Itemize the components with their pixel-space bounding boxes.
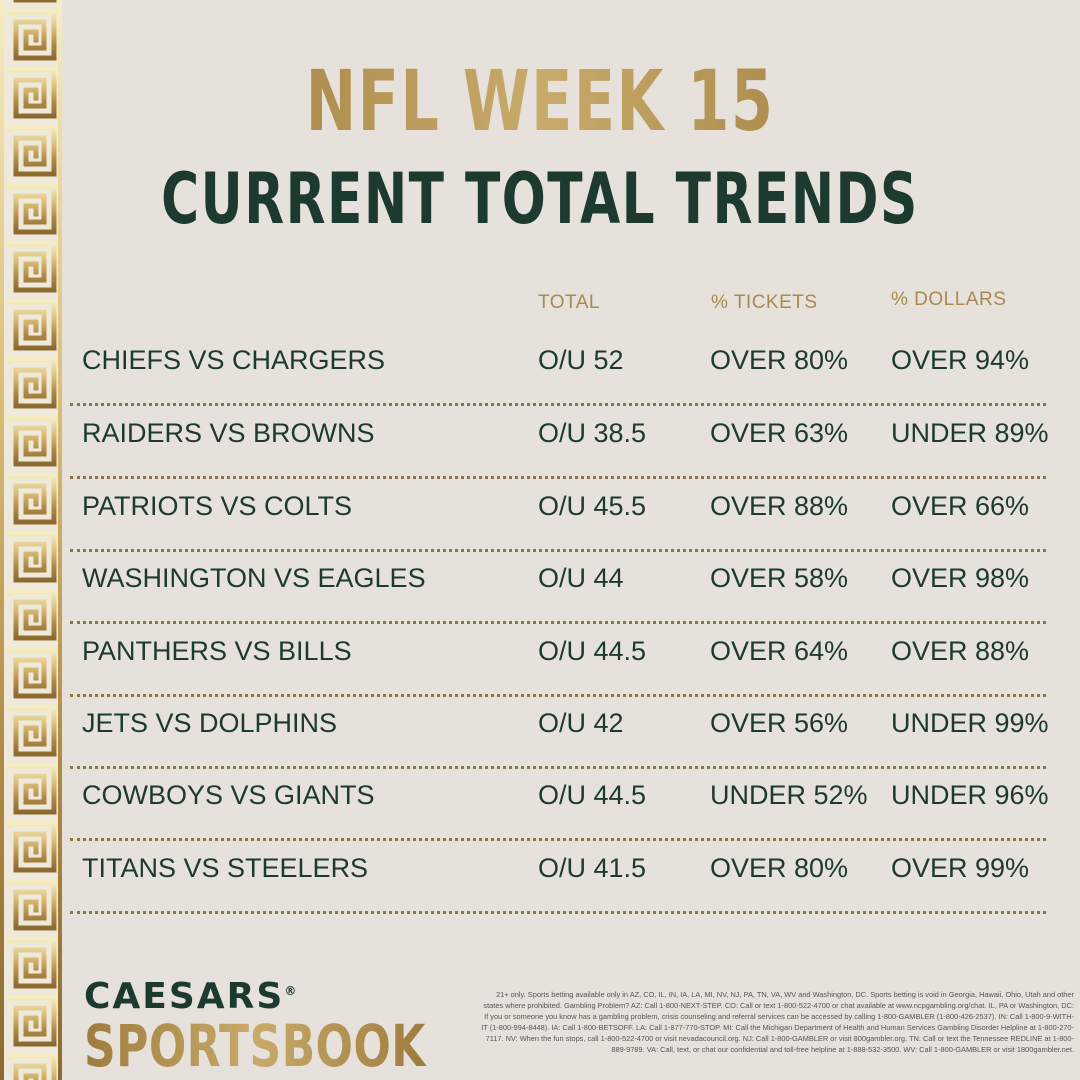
tickets-value: OVER 58% bbox=[710, 563, 849, 593]
matchup-label: CHIEFS VS CHARGERS bbox=[82, 345, 386, 375]
table-row: TITANS VS STEELERS O/U 41.5 OVER 80% OVE… bbox=[70, 841, 1046, 914]
tickets-value: OVER 88% bbox=[710, 491, 849, 521]
total-value: O/U 44.5 bbox=[538, 636, 647, 666]
matchup-label: JETS VS DOLPHINS bbox=[82, 708, 338, 738]
matchup-label: PATRIOTS VS COLTS bbox=[82, 491, 353, 521]
table-row: PATRIOTS VS COLTS O/U 45.5 OVER 88% OVER… bbox=[70, 479, 1046, 552]
tickets-value: OVER 64% bbox=[710, 636, 849, 666]
matchup-label: TITANS VS STEELERS bbox=[82, 853, 369, 883]
matchup-label: RAIDERS VS BROWNS bbox=[82, 418, 375, 448]
total-value: O/U 44.5 bbox=[538, 780, 647, 810]
total-value: O/U 38.5 bbox=[538, 418, 647, 448]
column-header-tickets: % TICKETS bbox=[711, 292, 818, 313]
tickets-value: OVER 80% bbox=[710, 853, 849, 883]
caesars-logo: CAESARS® bbox=[84, 976, 297, 1017]
table-row: JETS VS DOLPHINS O/U 42 OVER 56% UNDER 9… bbox=[70, 696, 1049, 769]
page-subtitle: CURRENT TOTAL TRENDS bbox=[161, 158, 919, 240]
dollars-value: OVER 98% bbox=[891, 563, 1030, 593]
table-row: PANTHERS VS BILLS O/U 44.5 OVER 64% OVER… bbox=[70, 624, 1046, 697]
page-title: NFL WEEK 15 bbox=[151, 52, 929, 150]
total-value: O/U 45.5 bbox=[538, 491, 647, 521]
sportsbook-logo: SPORTSBOOK bbox=[84, 1012, 426, 1080]
greek-key-border bbox=[0, 0, 62, 1080]
table-row: WASHINGTON VS EAGLES O/U 44 OVER 58% OVE… bbox=[70, 551, 1046, 624]
matchup-label: COWBOYS VS GIANTS bbox=[82, 780, 375, 810]
tickets-value: OVER 56% bbox=[710, 708, 849, 738]
dollars-value: OVER 88% bbox=[891, 636, 1030, 666]
total-value: O/U 42 bbox=[538, 708, 624, 738]
column-header-dollars: % DOLLARS bbox=[891, 289, 1007, 310]
total-value: O/U 44 bbox=[538, 563, 624, 593]
tickets-value: OVER 80% bbox=[710, 345, 849, 375]
table-row: RAIDERS VS BROWNS O/U 38.5 OVER 63% UNDE… bbox=[70, 406, 1049, 479]
dollars-value: UNDER 89% bbox=[891, 418, 1049, 448]
matchup-label: PANTHERS VS BILLS bbox=[82, 636, 352, 666]
table-row: CHIEFS VS CHARGERS O/U 52 OVER 80% OVER … bbox=[70, 333, 1046, 406]
legal-disclaimer: 21+ only. Sports betting available only … bbox=[481, 990, 1074, 1054]
dollars-value: UNDER 99% bbox=[891, 708, 1049, 738]
dollars-value: OVER 94% bbox=[891, 345, 1030, 375]
column-header-total: TOTAL bbox=[538, 292, 600, 313]
total-value: O/U 52 bbox=[538, 345, 624, 375]
dollars-value: OVER 99% bbox=[891, 853, 1030, 883]
dollars-value: UNDER 96% bbox=[891, 780, 1049, 810]
total-value: O/U 41.5 bbox=[538, 853, 647, 883]
tickets-value: UNDER 52% bbox=[710, 780, 868, 810]
table-row: COWBOYS VS GIANTS O/U 44.5 UNDER 52% UND… bbox=[70, 768, 1049, 841]
dollars-value: OVER 66% bbox=[891, 491, 1030, 521]
tickets-value: OVER 63% bbox=[710, 418, 849, 448]
matchup-label: WASHINGTON VS EAGLES bbox=[82, 563, 426, 593]
